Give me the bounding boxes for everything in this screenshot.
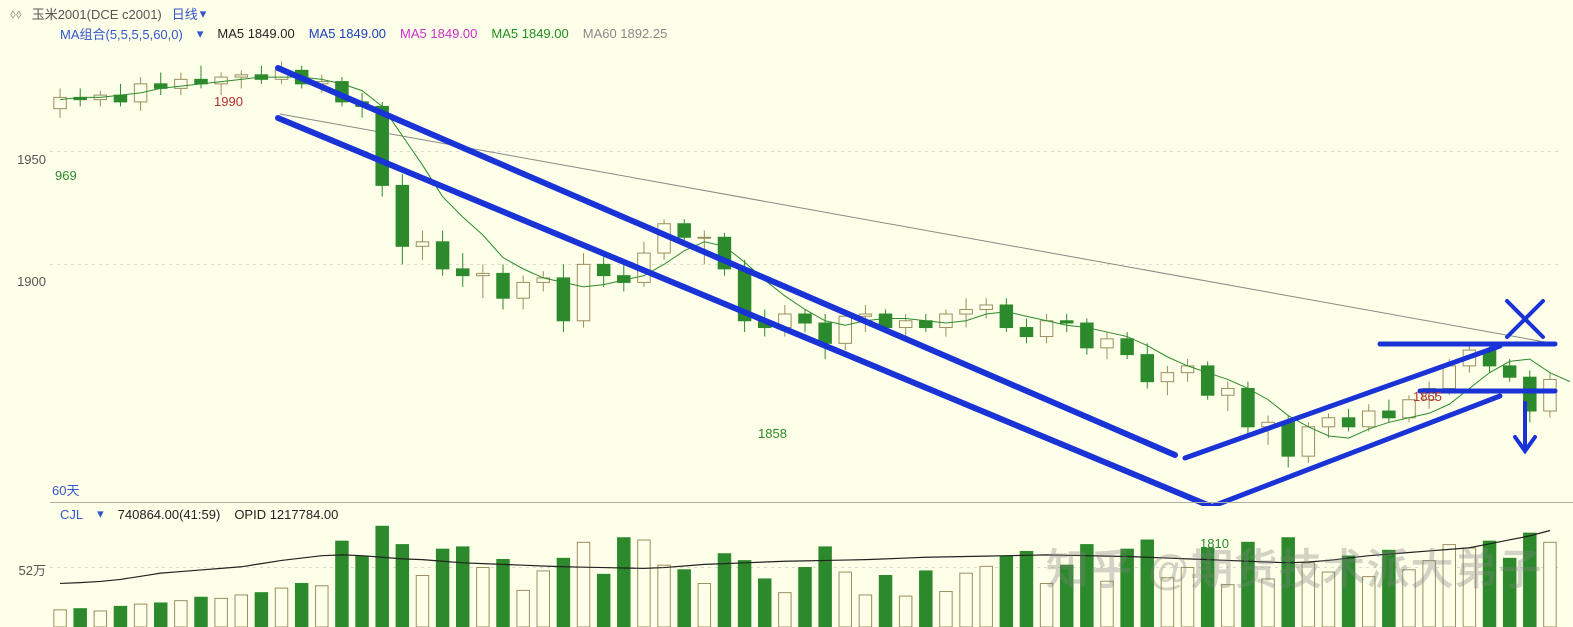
ma-item: MA5 1849.00 [400, 26, 477, 41]
price-annotation: 969 [55, 168, 77, 183]
price-annotation: 1858 [758, 426, 787, 441]
ma-group-label: MA组合(5,5,5,5,60,0) [60, 24, 183, 43]
panel-divider [50, 502, 1573, 503]
header-bar: ⬨⬨ 玉米2001(DCE c2001) 日线 ▾ [10, 4, 206, 23]
ma-item: MA60 1892.25 [583, 26, 668, 41]
ma-item: MA5 1849.00 MA5 1849.00 MA5 1849.00 MA5 184… [217, 26, 681, 41]
chevron-down-icon: ▾ [200, 6, 207, 22]
period-selector[interactable]: 日线 ▾ [172, 4, 207, 23]
ma-item: MA5 1849.00 [309, 26, 386, 41]
ma-legend: MA组合(5,5,5,5,60,0) ▾ MA5 1849.00MA5 1849… [60, 24, 681, 43]
chevron-down-icon[interactable]: ▾ [197, 26, 204, 42]
price-annotation: 1810 [1200, 536, 1229, 551]
ma-item: MA5 1849.00 [491, 26, 568, 41]
volume-chart[interactable] [0, 506, 1573, 627]
price-annotation: 1865 [1413, 389, 1442, 404]
price-annotation: 1990 [214, 94, 243, 109]
ma-item: MA5 1849.00 [217, 26, 294, 41]
period-label: 日线 [172, 4, 198, 23]
link-icon: ⬨⬨ [10, 6, 22, 22]
symbol-title: 玉米2001(DCE c2001) [32, 4, 162, 23]
